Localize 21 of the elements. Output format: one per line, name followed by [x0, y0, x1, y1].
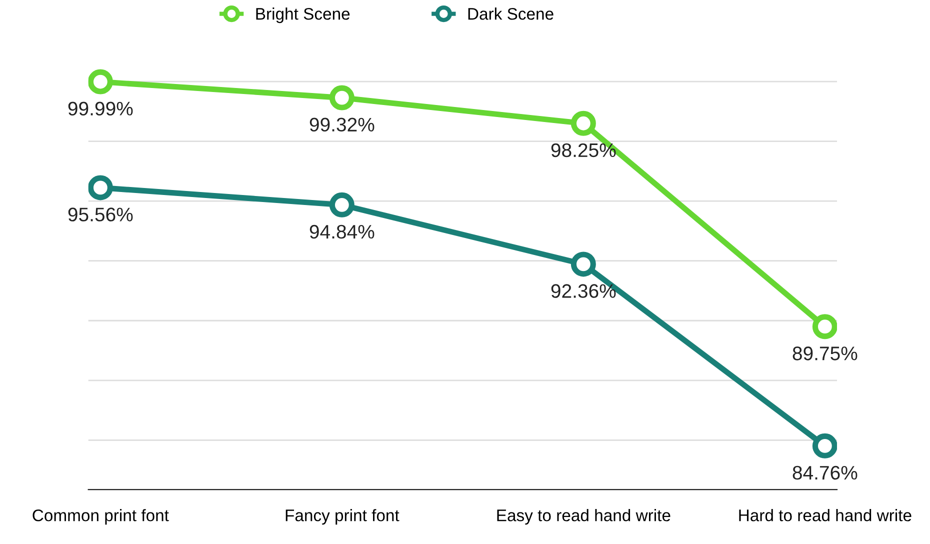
x-tick-label: Common print font	[32, 509, 169, 525]
data-label: 94.84%	[310, 224, 374, 239]
data-label: 89.75%	[792, 346, 858, 360]
data-label: 95.56%	[68, 208, 133, 222]
point	[329, 85, 354, 110]
data-label: 84.76%	[792, 466, 858, 480]
x-tick-label: Hard to read hand write	[739, 509, 912, 522]
point	[812, 314, 837, 340]
legend-label: Dark Scene	[468, 8, 554, 20]
point	[570, 252, 596, 277]
data-label: 99.99%	[68, 102, 133, 116]
point	[329, 192, 354, 218]
x-tick-label: Fancy print font	[286, 509, 400, 525]
point	[570, 110, 596, 136]
legend-label: Bright Scene	[256, 8, 350, 24]
data-label: 99.32%	[310, 118, 374, 132]
x-tick-label: Easy to read hand write	[497, 509, 670, 525]
point	[88, 175, 113, 200]
data-label: 92.36%	[551, 284, 616, 298]
point	[88, 69, 113, 94]
point	[812, 433, 837, 458]
